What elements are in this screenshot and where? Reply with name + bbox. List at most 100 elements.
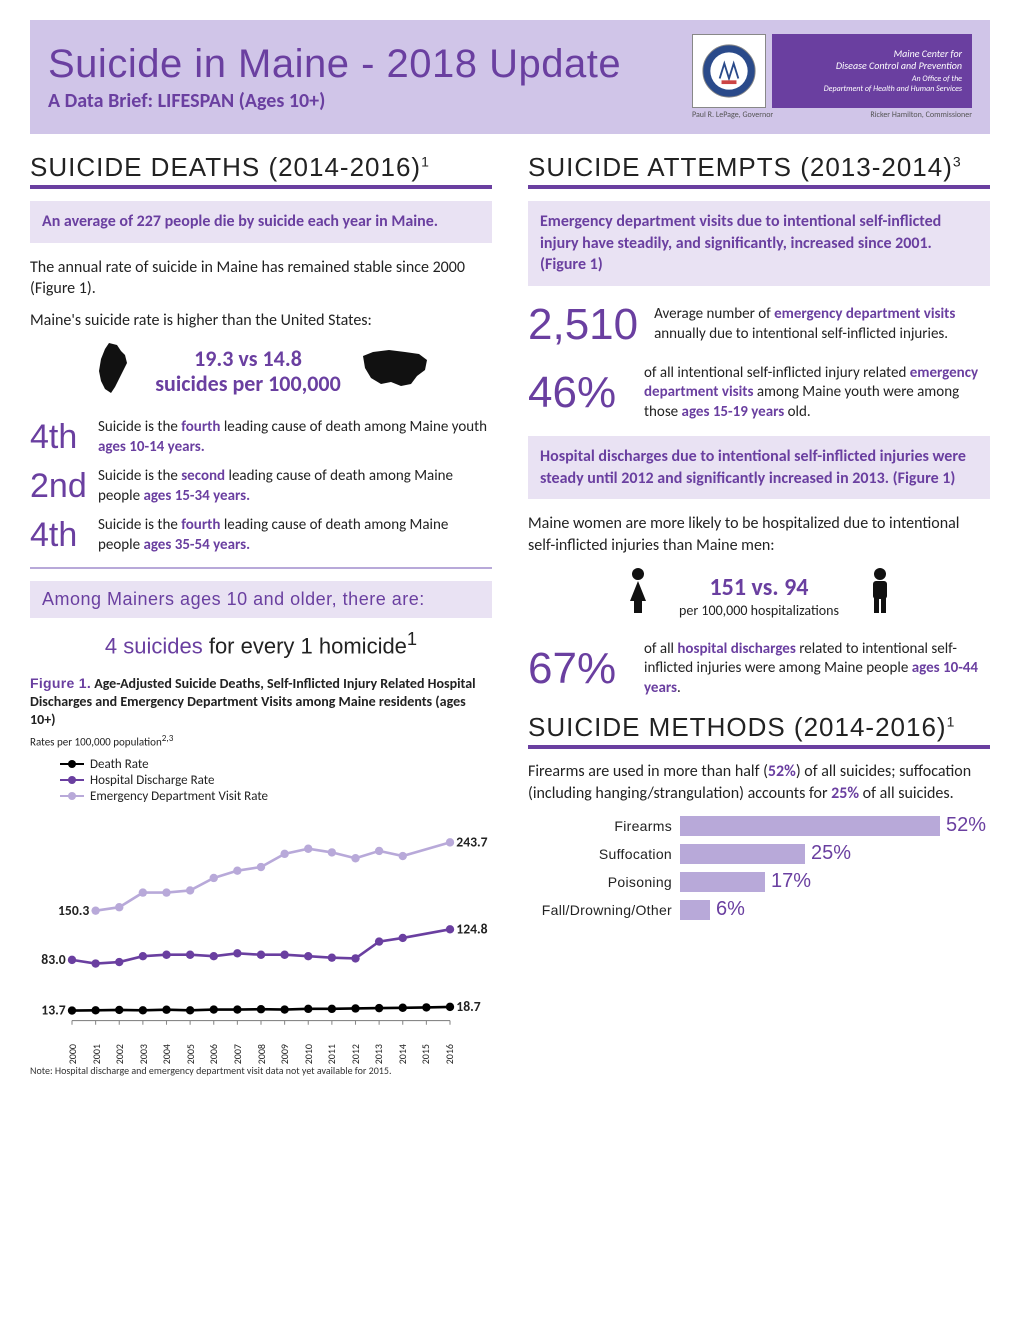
stat2-a: of all intentional self-inflicted injury… (644, 364, 910, 382)
xaxis-year: 2010 (302, 1044, 315, 1064)
stat1-a: Average number of (654, 305, 774, 323)
deaths-heading-text: SUICIDE DEATHS (2014-2016) (30, 152, 421, 182)
xaxis-year: 2006 (207, 1044, 220, 1064)
method-bar (680, 900, 710, 920)
legend-death: Death Rate (60, 757, 492, 772)
rank-num: 2nd (30, 467, 84, 506)
method-bar-wrap: 52% (680, 814, 990, 837)
method-label: Suffocation (528, 846, 672, 862)
xaxis-year: 2001 (90, 1044, 103, 1064)
xaxis-year: 2002 (113, 1044, 126, 1064)
chart-note: Note: Hospital discharge and emergency d… (30, 1064, 492, 1077)
mi-d: 25% (831, 784, 859, 803)
ratio-sup: 1 (407, 628, 417, 649)
legend-ed-label: Emergency Department Visit Rate (90, 789, 268, 804)
rate-line2: suicides per 100,000 (155, 371, 340, 396)
svg-text:150.3: 150.3 (58, 902, 89, 919)
org-line2: Disease Control and Prevention (782, 60, 962, 72)
caption-left: Paul R. LePage, Governor (692, 110, 773, 120)
xaxis-year: 2015 (419, 1044, 432, 1064)
xaxis-year: 2011 (325, 1044, 338, 1064)
xaxis-year: 2007 (231, 1044, 244, 1064)
methods-heading-text: SUICIDE METHODS (2014-2016) (528, 712, 947, 742)
attempts-callout2: Hospital discharges due to intentional s… (528, 436, 990, 499)
ratio-line: 4 suicides for every 1 homicide1 (30, 628, 492, 659)
legend-ed: Emergency Department Visit Rate (60, 789, 492, 804)
xaxis-labels: 2000 2001 2002 2003 2004 2005 2006 2007 2008 2009… (30, 1044, 492, 1064)
xaxis-year: 2004 (160, 1044, 173, 1064)
mi-e: of all suicides. (859, 784, 954, 803)
gender-row: 151 vs. 94 per 100,000 hospitalizations (528, 567, 990, 626)
method-bar-wrap: 6% (680, 898, 990, 921)
stat-46: 46% of all intentional self-inflicted in… (528, 364, 990, 423)
method-pct: 52% (946, 814, 986, 837)
method-bar (680, 872, 765, 892)
svg-text:83.0: 83.0 (41, 951, 65, 968)
figure-title: Figure 1. Age-Adjusted Suicide Deaths, S… (30, 674, 492, 730)
fig-label: Figure 1. (30, 675, 91, 691)
mi-b: 52% (768, 762, 796, 781)
man-icon (863, 567, 897, 626)
usa-shape-icon (361, 346, 431, 395)
ranks-list: 4th Suicide is the fourth leading cause … (30, 418, 492, 555)
method-row: Firearms 52% (528, 814, 990, 837)
stat1-c: annually due to intentional self-inflict… (654, 325, 948, 343)
woman-icon (621, 567, 655, 626)
among-box: Among Mainers ages 10 and older, there a… (30, 581, 492, 618)
method-row: Suffocation 25% (528, 842, 990, 865)
stat3-b: hospital discharges (677, 640, 795, 658)
stat3-num: 67% (528, 644, 628, 694)
xaxis-year: 2005 (184, 1044, 197, 1064)
methods-sup: 1 (947, 714, 956, 730)
xaxis-year: 2008 (255, 1044, 268, 1064)
rank-text: Suicide is the second leading cause of d… (98, 467, 492, 506)
rank-text: Suicide is the fourth leading cause of d… (98, 418, 492, 457)
method-bar-wrap: 25% (680, 842, 990, 865)
ratio-a: 4 suicides (105, 634, 203, 659)
stat2-e: old. (784, 403, 810, 421)
xaxis-year: 2013 (372, 1044, 385, 1064)
header-title: Suicide in Maine - 2018 Update (48, 42, 692, 87)
fig-title-text: Age-Adjusted Suicide Deaths, Self-Inflic… (30, 675, 476, 728)
ratio-b: for every (203, 634, 301, 659)
attempts-callout1: Emergency department visits due to inten… (528, 201, 990, 286)
rate-line1: 19.3 vs 14.8 (155, 346, 340, 371)
method-pct: 17% (771, 870, 811, 893)
gender-sub: per 100,000 hospitalizations (679, 602, 839, 619)
methods-bars: Firearms 52% Suffocation 25% Poisoning 1… (528, 814, 990, 921)
deaths-para2: Maine's suicide rate is higher than the … (30, 310, 492, 332)
main-columns: SUICIDE DEATHS (2014-2016)1 An average o… (30, 152, 990, 1077)
line-chart-svg: 150.3243.783.0124.813.718.7 (30, 810, 492, 1040)
xaxis-year: 2003 (137, 1044, 150, 1064)
figure-sub: Rates per 100,000 population2,3 (30, 733, 492, 749)
method-pct: 25% (811, 842, 851, 865)
stat-2510: 2,510 Average number of emergency depart… (528, 300, 990, 350)
rank-text: Suicide is the fourth leading cause of d… (98, 516, 492, 555)
mi-a: Firearms are used in more than half ( (528, 762, 768, 781)
chart-legend: Death Rate Hospital Discharge Rate Emerg… (60, 757, 492, 804)
svg-text:13.7: 13.7 (41, 1002, 65, 1019)
rate-compare: 19.3 vs 14.8 suicides per 100,000 (30, 341, 492, 400)
stat1-b: emergency department visits (774, 305, 955, 323)
figure1-chart: 150.3243.783.0124.813.718.7 (30, 810, 492, 1040)
xaxis-year: 2012 (349, 1044, 362, 1064)
left-column: SUICIDE DEATHS (2014-2016)1 An average o… (30, 152, 492, 1077)
right-column: SUICIDE ATTEMPTS (2013-2014)3 Emergency … (528, 152, 990, 1077)
attempts-sup: 3 (953, 153, 962, 169)
rank-num: 4th (30, 516, 84, 555)
method-pct: 6% (716, 898, 745, 921)
legend-discharge-label: Hospital Discharge Rate (90, 773, 214, 788)
xaxis-year: 2000 (66, 1044, 79, 1064)
method-bar (680, 844, 805, 864)
xaxis-year: 2009 (278, 1044, 291, 1064)
stat2-num: 46% (528, 368, 628, 418)
method-label: Poisoning (528, 874, 672, 890)
header-left: Suicide in Maine - 2018 Update A Data Br… (48, 42, 692, 113)
stat1-num: 2,510 (528, 300, 638, 350)
stat2-text: of all intentional self-inflicted injury… (644, 364, 990, 423)
deaths-heading: SUICIDE DEATHS (2014-2016)1 (30, 152, 492, 189)
legend-death-label: Death Rate (90, 757, 149, 772)
stat-67: 67% of all hospital discharges related t… (528, 640, 990, 699)
header-banner: Suicide in Maine - 2018 Update A Data Br… (30, 20, 990, 134)
method-label: Fall/Drowning/Other (528, 902, 672, 918)
